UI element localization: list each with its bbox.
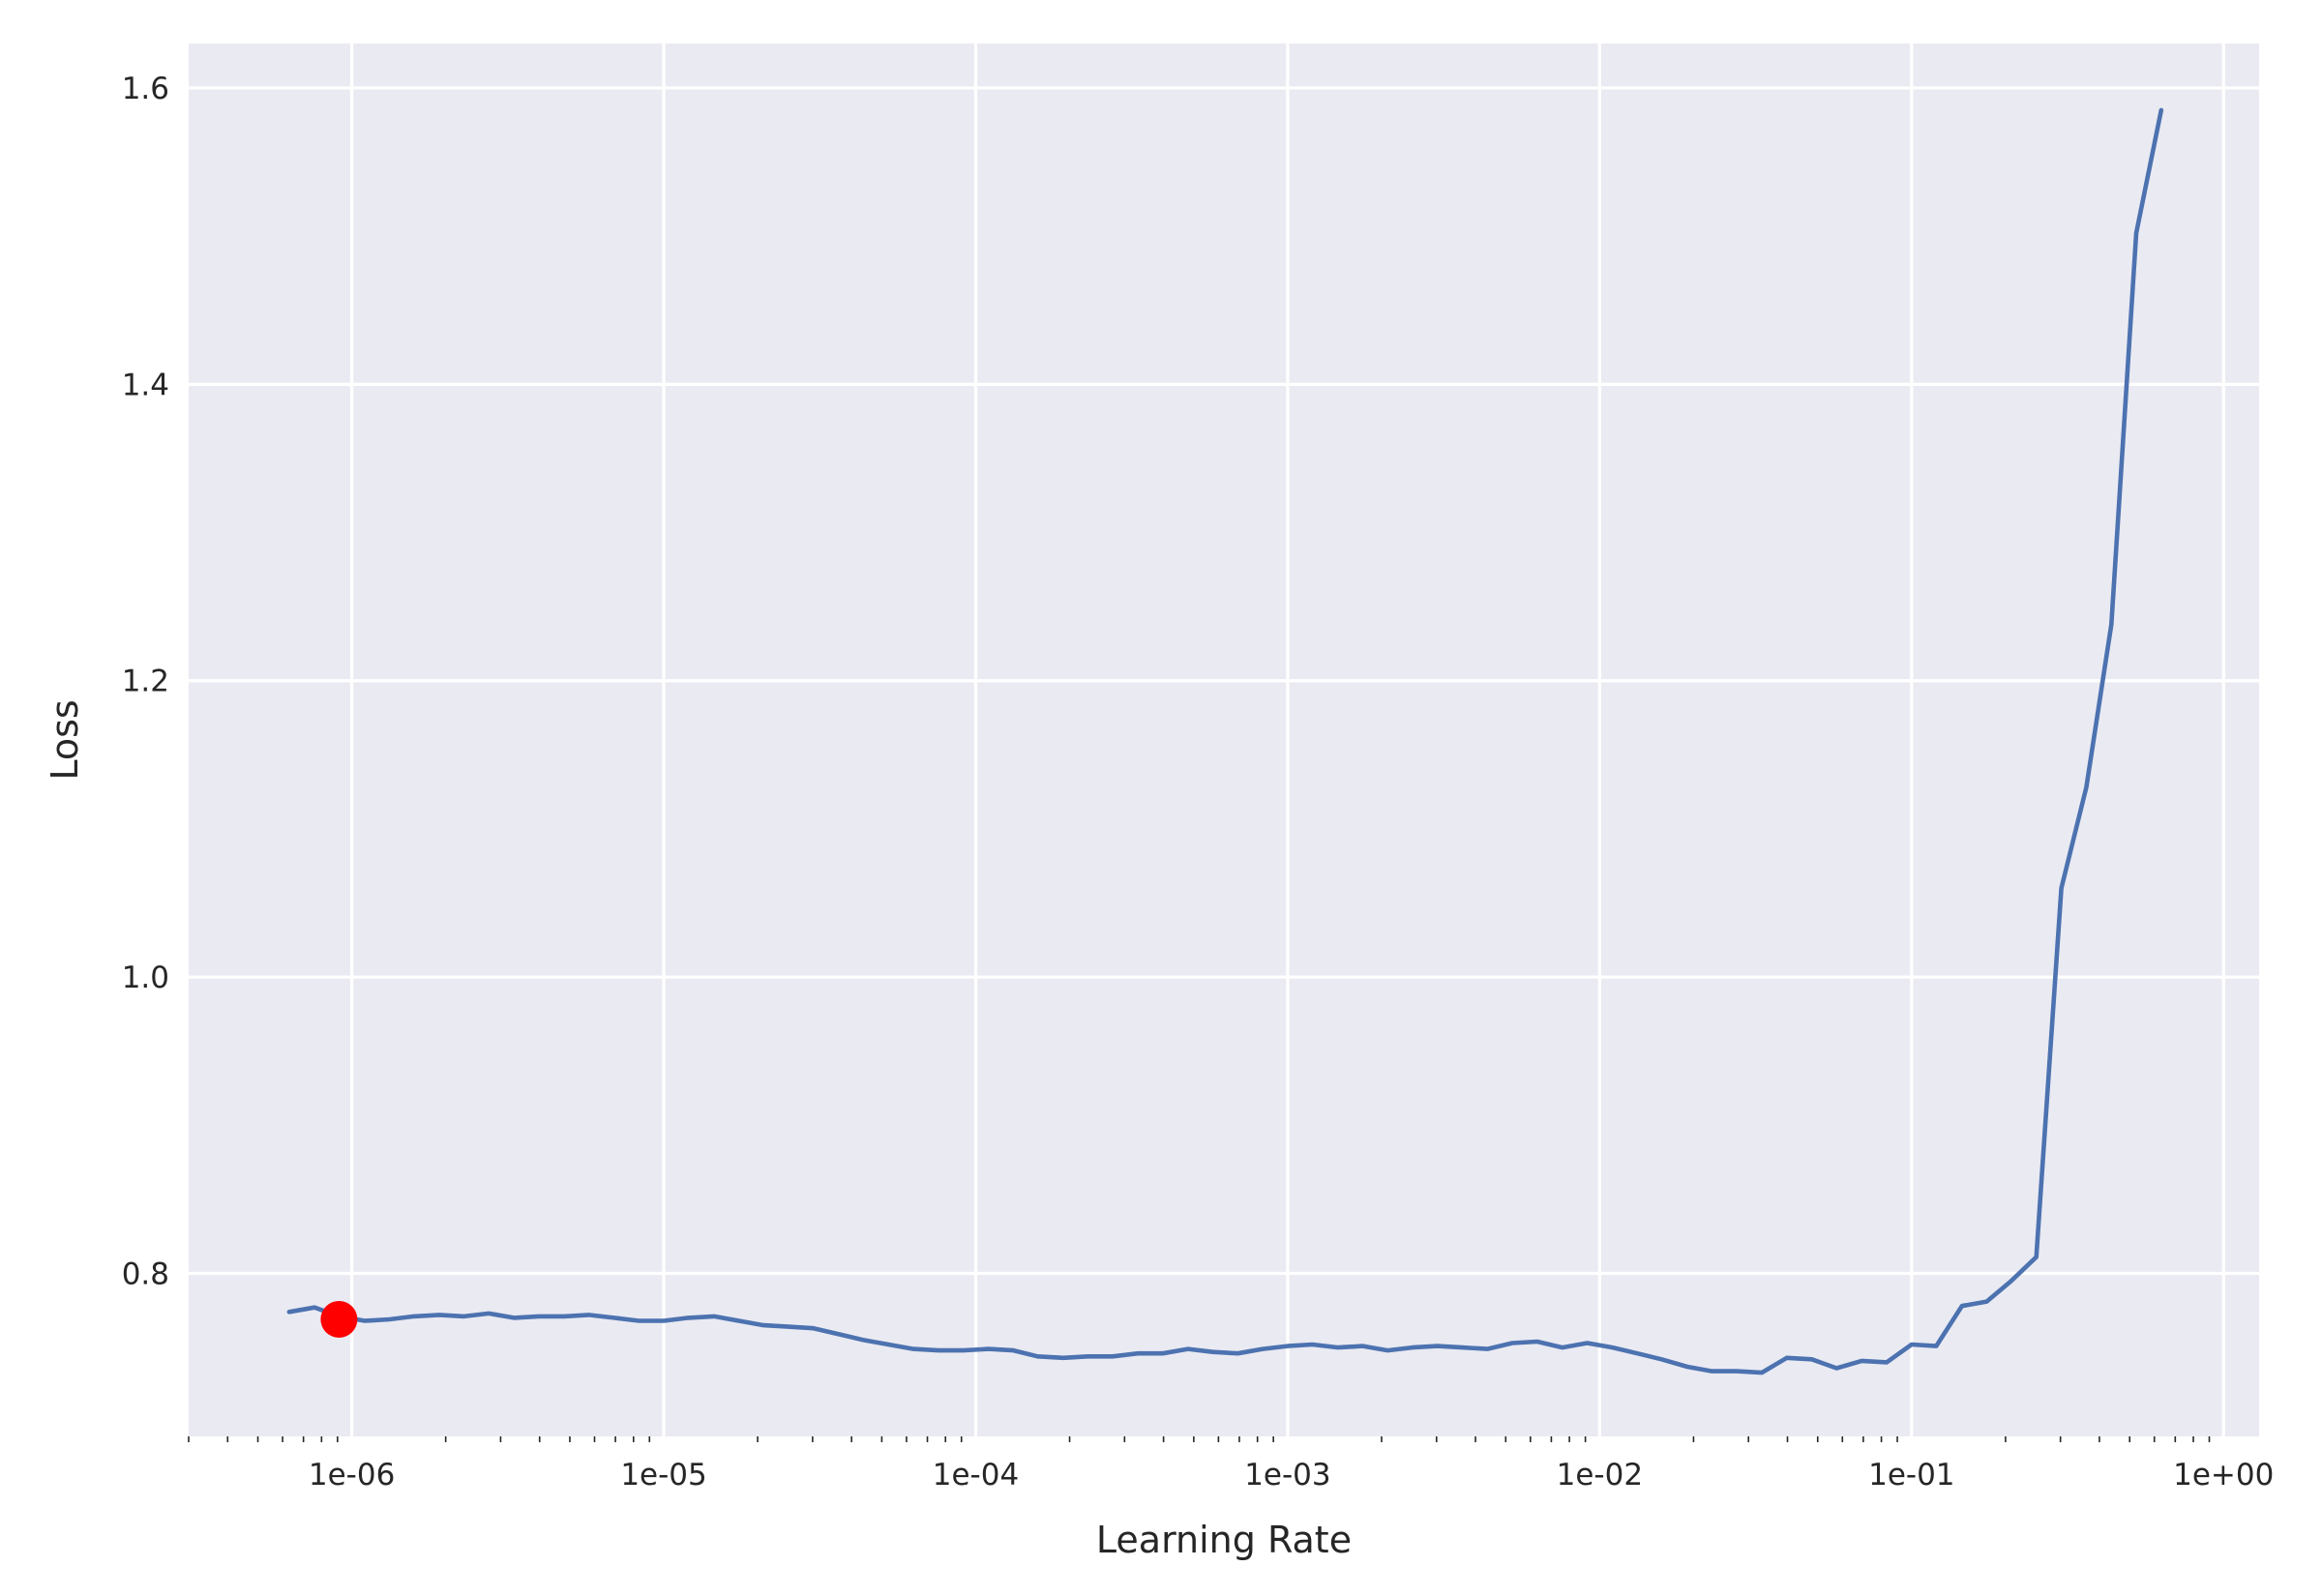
x-minor-ticks [188, 1436, 2211, 1442]
y-gridlines [189, 86, 2259, 1276]
x-tick-labels: 1e-06 1e-05 1e-04 1e-03 1e-02 1e-01 1e+00 [309, 1458, 2274, 1493]
x-tick-label: 1e-05 [620, 1458, 706, 1493]
y-tick-label: 1.2 [122, 665, 169, 699]
x-tick-label: 1e+00 [2173, 1458, 2274, 1493]
x-tick-label: 1e-06 [309, 1458, 395, 1493]
plot-area [189, 44, 2259, 1436]
x-tick-label: 1e-01 [1868, 1458, 1954, 1493]
suggested-lr-marker [320, 1300, 358, 1338]
y-tick-label: 0.8 [122, 1256, 169, 1291]
x-tick-label: 1e-02 [1557, 1458, 1643, 1493]
x-gridlines [349, 44, 2225, 1436]
loss-line [286, 107, 2164, 1375]
y-tick-label: 1.0 [122, 961, 169, 995]
y-axis-label: Loss [44, 699, 86, 780]
x-tick-label: 1e-04 [933, 1458, 1019, 1493]
x-axis-label: Learning Rate [1096, 1519, 1352, 1561]
x-tick-label: 1e-03 [1244, 1458, 1330, 1493]
y-tick-label: 1.4 [122, 368, 169, 402]
y-tick-labels: 0.8 1.0 1.2 1.4 1.6 [122, 72, 169, 1292]
y-tick-label: 1.6 [122, 72, 169, 106]
